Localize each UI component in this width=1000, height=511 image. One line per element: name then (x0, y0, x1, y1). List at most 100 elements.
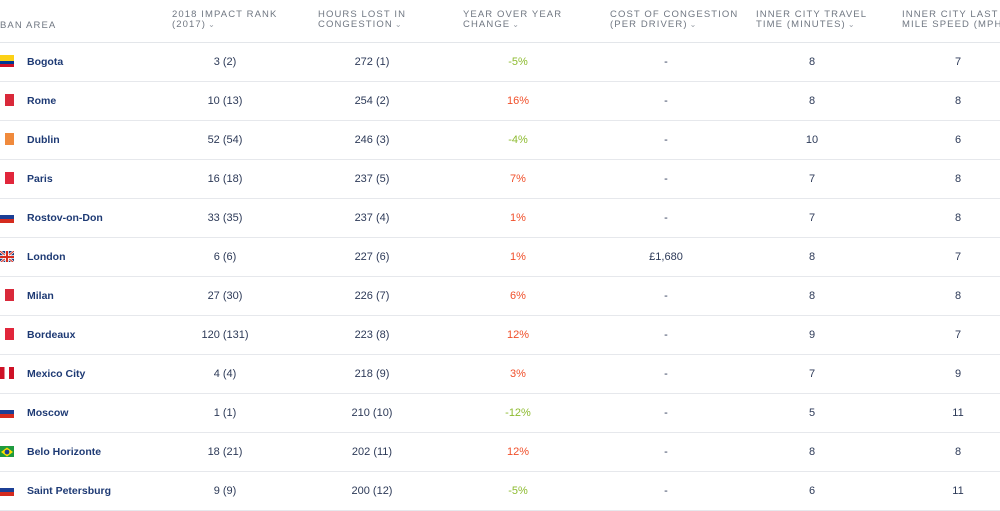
table-row[interactable]: London 6 (6) 227 (6) 1% £1,680 8 7 (0, 238, 1000, 277)
hours-lost-value: 218 (9) (354, 368, 390, 380)
hours-lost-value: 200 (12) (351, 485, 393, 497)
table-row[interactable]: Saint Petersburg 9 (9) 200 (12) -5% - 6 11 (0, 472, 1000, 511)
cost-value: - (664, 134, 668, 146)
cost-value: - (664, 56, 668, 68)
last-mile-speed-value: 8 (954, 290, 962, 302)
sort-chevron-icon[interactable]: ⌄ (847, 20, 856, 29)
impact-rank-value: 6 (6) (213, 251, 237, 263)
travel-time-value: 8 (808, 446, 816, 458)
city-name-link[interactable]: Bogota (27, 56, 64, 68)
travel-time-value: 7 (808, 212, 816, 224)
table-row[interactable]: Rostov-on-Don 33 (35) 237 (4) 1% - 7 8 (0, 199, 1000, 238)
travel-time-value: 10 (805, 134, 819, 146)
header-year-over-year[interactable]: YEAR OVER YEAR CHANGE ⌄ (463, 9, 563, 30)
header-urban-area[interactable]: BAN AREA (0, 20, 57, 31)
cost-value: - (664, 290, 668, 302)
travel-time-value: 8 (808, 95, 816, 107)
travel-time-value: 7 (808, 173, 816, 185)
yoy-change-value: -4% (508, 134, 528, 146)
country-flag-icon (0, 445, 14, 457)
travel-time-value: 6 (808, 485, 816, 497)
header-hours-lost[interactable]: HOURS LOST IN CONGESTION ⌄ (318, 9, 407, 30)
country-flag-icon (0, 328, 14, 340)
country-flag-icon (0, 55, 14, 67)
impact-rank-value: 3 (2) (213, 56, 237, 68)
impact-rank-value: 9 (9) (213, 485, 237, 497)
last-mile-speed-value: 8 (954, 173, 962, 185)
cost-value: - (664, 212, 668, 224)
impact-rank-value: 33 (35) (207, 212, 243, 224)
cost-value: - (664, 95, 668, 107)
city-name-link[interactable]: Saint Petersburg (27, 485, 112, 497)
country-flag-icon (0, 367, 14, 379)
hours-lost-value: 237 (4) (354, 212, 390, 224)
header-inner-city-travel-time[interactable]: INNER CITY TRAVEL TIME (MINUTES) ⌄ (756, 9, 868, 30)
last-mile-speed-value: 8 (954, 95, 962, 107)
travel-time-value: 8 (808, 290, 816, 302)
city-name-link[interactable]: Dublin (27, 134, 60, 146)
sort-chevron-icon[interactable]: ⌄ (512, 20, 521, 29)
yoy-change-value: 3% (510, 368, 526, 380)
city-name-link[interactable]: Belo Horizonte (27, 446, 102, 458)
yoy-change-value: 7% (510, 173, 526, 185)
city-name-link[interactable]: Mexico City (27, 368, 86, 380)
table-row[interactable]: Bordeaux 120 (131) 223 (8) 12% - 9 7 (0, 316, 1000, 355)
impact-rank-value: 18 (21) (207, 446, 243, 458)
country-flag-icon (0, 211, 14, 223)
table-row[interactable]: Moscow 1 (1) 210 (10) -12% - 5 11 (0, 394, 1000, 433)
sort-chevron-icon[interactable]: ⌄ (394, 20, 403, 29)
yoy-change-value: 6% (510, 290, 526, 302)
yoy-change-value: -5% (508, 485, 528, 497)
country-flag-icon (0, 94, 14, 106)
country-flag-icon (0, 484, 14, 496)
travel-time-value: 9 (808, 329, 816, 341)
table-row[interactable]: Rome 10 (13) 254 (2) 16% - 8 8 (0, 82, 1000, 121)
table-row[interactable]: Mexico City 4 (4) 218 (9) 3% - 7 9 (0, 355, 1000, 394)
city-name-link[interactable]: Rome (27, 95, 57, 107)
cost-value: - (664, 173, 668, 185)
yoy-change-value: 12% (506, 446, 530, 458)
last-mile-speed-value: 8 (954, 212, 962, 224)
header-impact-rank[interactable]: 2018 IMPACT RANK (2017) ⌄ (172, 9, 278, 30)
city-name-link[interactable]: London (27, 251, 66, 263)
impact-rank-value: 27 (30) (207, 290, 243, 302)
cost-value: - (664, 485, 668, 497)
impact-rank-value: 120 (131) (201, 329, 249, 341)
hours-lost-value: 210 (10) (351, 407, 393, 419)
city-name-link[interactable]: Milan (27, 290, 54, 302)
yoy-change-value: -5% (508, 56, 528, 68)
table-row[interactable]: Belo Horizonte 18 (21) 202 (11) 12% - 8 8 (0, 433, 1000, 472)
yoy-change-value: 16% (506, 95, 530, 107)
sort-chevron-icon[interactable]: ⌄ (208, 20, 216, 29)
table-row[interactable]: Bogota 3 (2) 272 (1) -5% - 8 7 (0, 43, 1000, 82)
country-flag-icon (0, 289, 14, 301)
table-row[interactable]: Milan 27 (30) 226 (7) 6% - 8 8 (0, 277, 1000, 316)
header-last-mile-speed[interactable]: INNER CITY LAST MILE SPEED (MPH) (902, 9, 1000, 30)
impact-rank-value: 1 (1) (213, 407, 237, 419)
last-mile-speed-value: 7 (954, 56, 962, 68)
cost-value: £1,680 (649, 251, 683, 263)
yoy-change-value: 12% (506, 329, 530, 341)
yoy-change-value: -12% (505, 407, 531, 419)
table-row[interactable]: Paris 16 (18) 237 (5) 7% - 7 8 (0, 160, 1000, 199)
city-name-link[interactable]: Paris (27, 173, 53, 185)
travel-time-value: 8 (808, 56, 816, 68)
city-name-link[interactable]: Moscow (27, 407, 69, 419)
sort-chevron-icon[interactable]: ⌄ (689, 20, 698, 29)
yoy-change-value: 1% (510, 251, 526, 263)
country-flag-icon (0, 250, 14, 262)
table-row[interactable]: Dublin 52 (54) 246 (3) -4% - 10 6 (0, 121, 1000, 160)
hours-lost-value: 237 (5) (354, 173, 390, 185)
impact-rank-value: 4 (4) (213, 368, 237, 380)
hours-lost-value: 254 (2) (354, 95, 390, 107)
impact-rank-value: 16 (18) (207, 173, 243, 185)
table-body: Bogota 3 (2) 272 (1) -5% - 8 7 Rome 10 (13) 254 (… (0, 43, 1000, 511)
travel-time-value: 7 (808, 368, 816, 380)
last-mile-speed-value: 7 (954, 251, 962, 263)
city-name-link[interactable]: Bordeaux (27, 329, 76, 341)
header-cost-of-congestion[interactable]: COST OF CONGESTION (PER DRIVER) ⌄ (610, 9, 739, 30)
city-name-link[interactable]: Rostov-on-Don (27, 212, 103, 224)
travel-time-value: 5 (808, 407, 816, 419)
hours-lost-value: 246 (3) (354, 134, 390, 146)
